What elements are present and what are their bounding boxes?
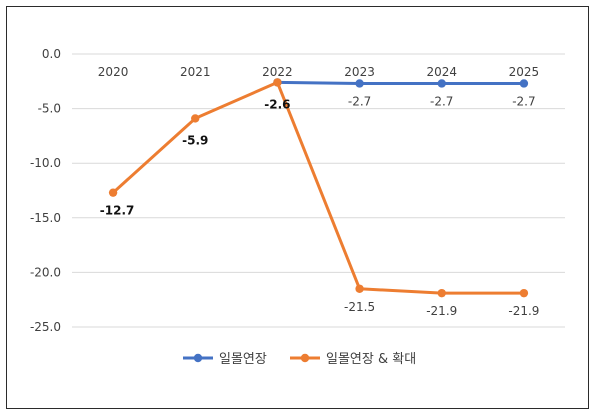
- series-line-0: [275, 80, 526, 85]
- data-point: [437, 288, 446, 298]
- data-label: -5.9: [182, 133, 208, 147]
- y-tick-label: 0.0: [42, 47, 61, 61]
- series-line-1: [111, 80, 526, 295]
- y-tick-label: -5.0: [38, 102, 61, 116]
- data-point: [519, 79, 529, 88]
- data-point: [273, 78, 282, 87]
- data-label: -2.7: [348, 94, 371, 108]
- data-point: [437, 79, 446, 88]
- legend-label: 일몰연장 & 확대: [326, 352, 416, 367]
- data-point: [108, 188, 118, 197]
- data-label: -21.9: [508, 304, 539, 318]
- data-label: -2.7: [512, 94, 535, 108]
- x-tick-label: 2025: [509, 65, 540, 79]
- data-label: -2.7: [430, 94, 453, 108]
- data-point: [519, 288, 529, 298]
- y-tick-label: -10.0: [30, 156, 61, 170]
- x-tick-label: 2024: [426, 65, 457, 79]
- y-tick-label: -20.0: [30, 265, 61, 279]
- data-label: -12.7: [100, 204, 135, 218]
- data-point: [355, 79, 364, 88]
- x-tick-label: 2022: [262, 65, 293, 79]
- y-tick-label: -15.0: [30, 211, 61, 225]
- data-point: [355, 284, 364, 293]
- legend-label: 일몰연장: [219, 352, 267, 367]
- x-tick-label: 2023: [344, 65, 375, 79]
- x-tick-label: 2021: [180, 65, 211, 79]
- x-tick-label: 2020: [98, 65, 129, 79]
- legend-marker: [300, 353, 310, 363]
- chart-frame: [6, 6, 589, 409]
- legend-marker: [193, 353, 203, 363]
- data-label: -2.6: [264, 97, 290, 111]
- data-label: -21.9: [426, 304, 457, 318]
- data-point: [191, 114, 200, 123]
- data-label: -21.5: [344, 300, 375, 314]
- y-tick-label: -25.0: [30, 320, 61, 334]
